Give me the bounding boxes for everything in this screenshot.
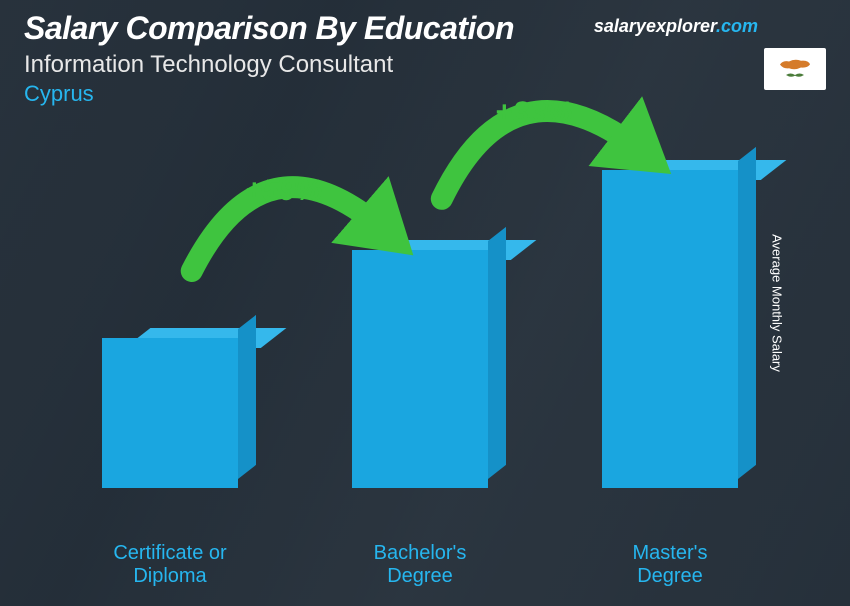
jump-arrow-icon: [165, 136, 414, 292]
bar: [352, 250, 488, 488]
bar-group: 3,520 EURMaster'sDegree: [580, 170, 760, 588]
brand-name: salaryexplorer: [594, 16, 716, 36]
bar-label: Master'sDegree: [580, 542, 760, 588]
bar-group: 1,660 EURCertificate orDiploma: [80, 338, 260, 588]
jump-percent: +33%: [495, 96, 573, 130]
bar-chart: 1,660 EURCertificate orDiploma 2,640 EURB…: [60, 108, 780, 588]
bar-group: 2,640 EURBachelor'sDegree: [330, 250, 510, 588]
brand-tld: .com: [716, 16, 758, 36]
bar: [102, 338, 238, 488]
bar-label: Certificate orDiploma: [80, 542, 260, 588]
page-title: Salary Comparison By Education: [24, 10, 514, 47]
jump-arrow-icon: [411, 55, 672, 220]
country-flag-icon: [764, 48, 826, 90]
bar-label: Bachelor'sDegree: [330, 542, 510, 588]
bar: [602, 170, 738, 488]
subtitle: Information Technology Consultant: [24, 51, 514, 79]
brand-logo: salaryexplorer.com: [594, 16, 758, 37]
jump-percent: +59%: [245, 174, 323, 208]
